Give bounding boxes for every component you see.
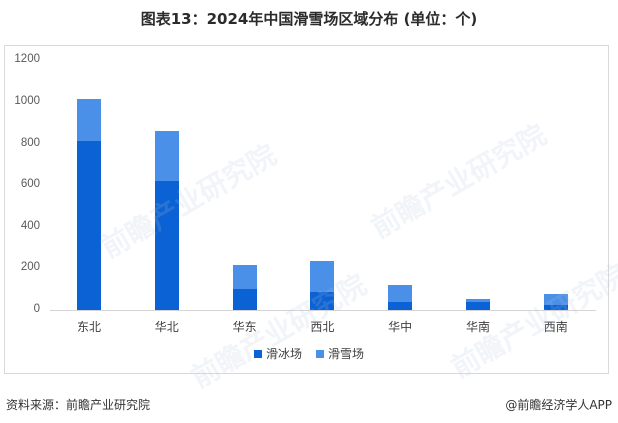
bar-segment-skating: [310, 291, 335, 310]
legend-label-skiing: 滑雪场: [328, 347, 365, 361]
legend-swatch-skiing: [316, 349, 324, 358]
y-tick-label: 200: [20, 261, 40, 274]
credit-note: @前瞻经济学人APP: [505, 398, 612, 412]
bar-segment-skating: [388, 302, 413, 310]
x-tick-label: 华东: [232, 320, 257, 334]
bar-segment-skiing: [543, 293, 568, 305]
legend: 滑冰场 滑雪场: [0, 345, 618, 362]
x-tick-label: 华南: [465, 320, 490, 334]
bar-segment-skiing: [154, 131, 179, 182]
legend-item-skiing: 滑雪场: [316, 345, 364, 362]
bar-segment-skating: [466, 302, 490, 310]
x-tick-label: 华北: [154, 320, 179, 334]
bar-segment-skating: [154, 181, 179, 310]
y-tick-label: 600: [20, 178, 40, 191]
legend-label-skating: 滑冰场: [265, 347, 302, 361]
bar-segment-skiing: [232, 265, 257, 289]
y-tick-label: 1000: [14, 95, 40, 107]
x-axis-line: [50, 310, 596, 311]
x-tick-label: 西北: [310, 320, 335, 334]
y-tick-label: 400: [20, 219, 40, 232]
y-tick-label: 1200: [14, 53, 40, 66]
legend-item-skating: 滑冰场: [253, 345, 302, 362]
x-tick-label: 东北: [76, 320, 101, 334]
bar-segment-skiing: [77, 99, 101, 142]
bar-segment-skiing: [466, 298, 490, 303]
bar-segment-skating: [543, 305, 568, 310]
x-tick-label: 华中: [388, 320, 413, 334]
bar-segment-skiing: [388, 285, 413, 303]
chart-frame: [4, 45, 609, 374]
bar-segment-skiing: [310, 260, 335, 292]
bar-segment-skating: [232, 288, 257, 310]
source-note: 资料来源：前瞻产业研究院: [6, 398, 151, 412]
y-tick-label: 800: [20, 136, 40, 149]
bar-segment-skating: [77, 141, 101, 310]
legend-swatch-skating: [253, 349, 262, 358]
chart-title: 图表13：2024年中国滑雪场区域分布 (单位：个): [140, 10, 478, 28]
y-tick-label: 0: [33, 303, 40, 315]
x-tick-label: 西南: [543, 320, 568, 334]
